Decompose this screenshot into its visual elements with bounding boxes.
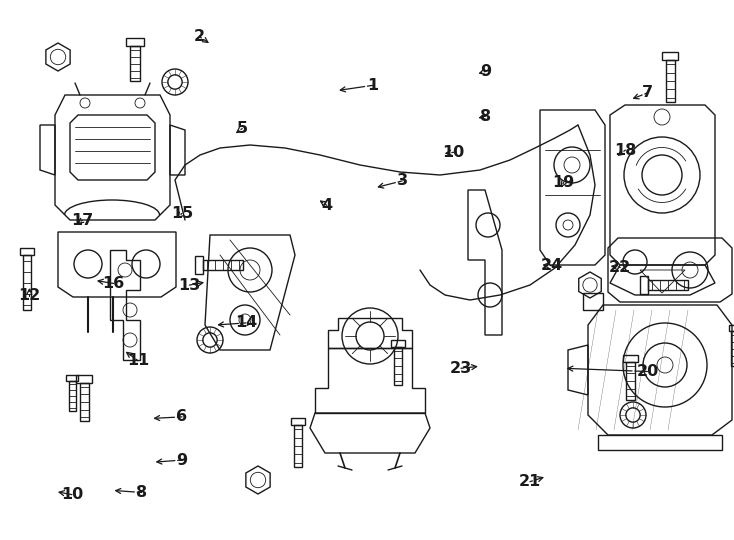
Text: 3: 3 — [396, 173, 408, 188]
Text: 17: 17 — [71, 213, 93, 228]
Text: 11: 11 — [127, 353, 149, 368]
Text: 22: 22 — [609, 260, 631, 275]
Text: 7: 7 — [642, 85, 653, 100]
Text: 14: 14 — [235, 315, 257, 330]
Bar — [130, 46, 140, 81]
Bar — [68, 381, 76, 411]
Text: 23: 23 — [450, 361, 472, 376]
Bar — [625, 362, 634, 400]
Bar — [291, 418, 305, 425]
Text: 16: 16 — [103, 276, 125, 291]
Text: 15: 15 — [171, 206, 193, 221]
Bar — [79, 383, 89, 421]
Text: 2: 2 — [194, 29, 206, 44]
Bar — [66, 375, 78, 381]
Text: 10: 10 — [61, 487, 83, 502]
Bar — [195, 256, 203, 274]
Text: 18: 18 — [614, 143, 636, 158]
Bar — [126, 38, 144, 46]
Bar — [76, 375, 92, 383]
Bar — [662, 52, 678, 60]
Bar — [203, 260, 243, 270]
Bar — [648, 280, 688, 290]
Bar — [666, 60, 675, 102]
Text: 21: 21 — [519, 474, 541, 489]
Text: 9: 9 — [176, 453, 188, 468]
Text: 13: 13 — [178, 278, 200, 293]
Bar — [729, 325, 734, 331]
Bar — [640, 276, 648, 294]
Bar — [294, 425, 302, 467]
Bar — [731, 331, 734, 366]
Text: 9: 9 — [480, 64, 492, 79]
Text: 1: 1 — [367, 78, 379, 93]
Text: 4: 4 — [321, 198, 333, 213]
Text: 12: 12 — [18, 288, 40, 303]
Bar — [391, 340, 405, 347]
Text: 5: 5 — [236, 121, 248, 136]
Text: 10: 10 — [443, 145, 465, 160]
Bar — [23, 255, 31, 310]
Text: 8: 8 — [136, 485, 148, 500]
Text: 6: 6 — [176, 409, 188, 424]
Bar — [622, 355, 638, 362]
Bar — [394, 347, 402, 385]
Text: 24: 24 — [541, 258, 563, 273]
Text: 20: 20 — [636, 364, 658, 379]
Text: 8: 8 — [480, 109, 492, 124]
Text: 19: 19 — [553, 175, 575, 190]
Bar — [20, 248, 34, 255]
